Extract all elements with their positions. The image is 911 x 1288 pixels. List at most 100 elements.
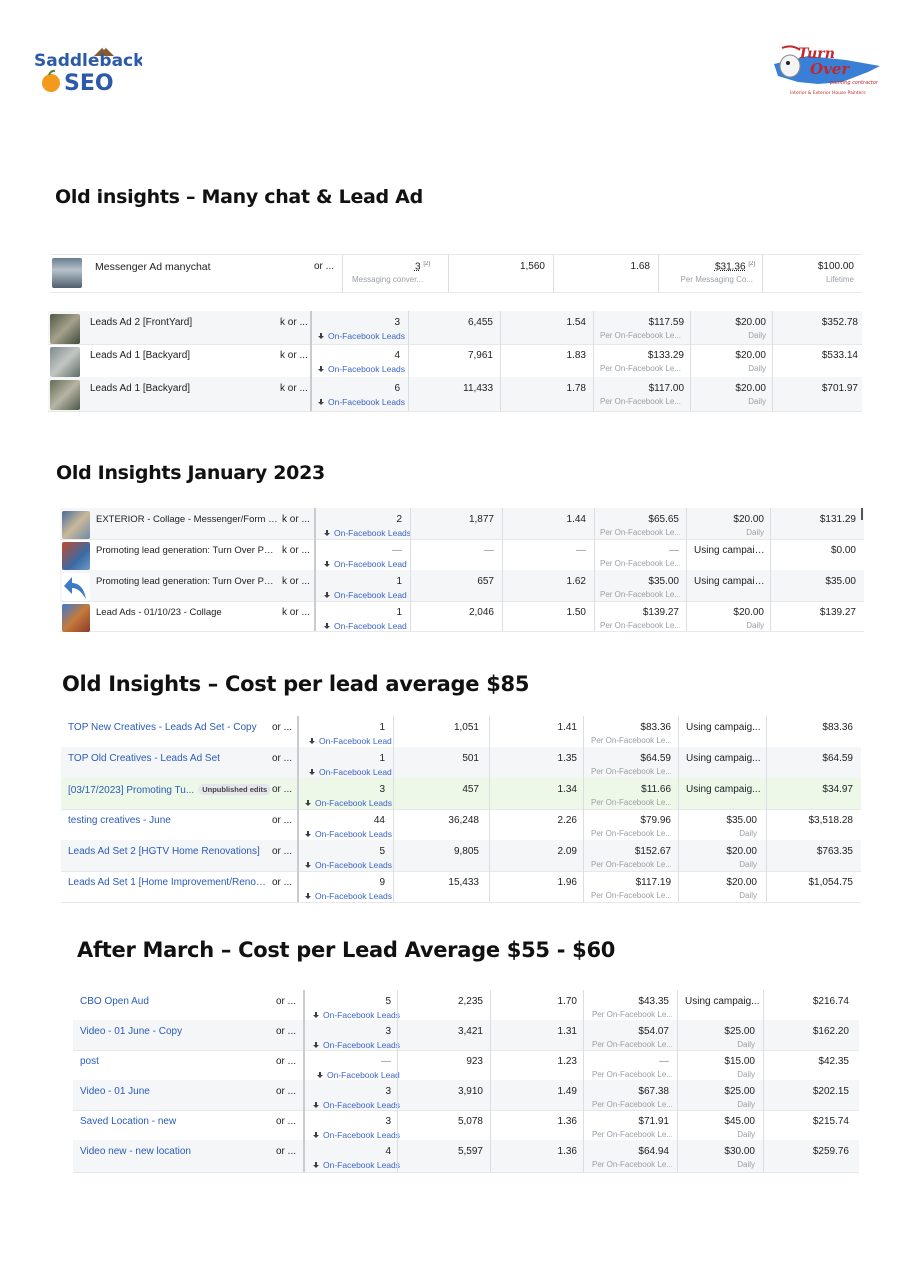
reach-value: 2,235 — [457, 996, 483, 1007]
result-type: On-Facebook Lead — [324, 621, 407, 631]
column-divider — [770, 539, 771, 570]
table-row[interactable]: CBO Open Aud or ... 5 On-Facebook Leads … — [73, 990, 859, 1021]
logo-text-saddleback: Saddleback — [34, 51, 142, 71]
cost-footnote: [2] — [748, 261, 755, 267]
adset-name-link[interactable]: Video new - new location — [80, 1146, 191, 1157]
table-row[interactable]: Leads Ad Set 1 [Home Improvement/Renovat… — [61, 871, 861, 903]
adset-name-link[interactable]: Video - 01 June - Copy — [80, 1026, 183, 1037]
column-divider — [763, 1140, 764, 1172]
table-row[interactable]: Promoting lead generation: Turn Over Pai… — [60, 539, 864, 571]
table-row[interactable]: Messenger Ad manychat or ... 3 [2] Messa… — [50, 255, 862, 293]
frequency-value: 1.50 — [566, 607, 586, 618]
table-row[interactable]: Video - 01 June - Copy or ... 3 On-Faceb… — [73, 1020, 859, 1051]
results-value: 1 — [379, 722, 385, 733]
column-divider — [583, 1110, 584, 1140]
adset-name-link[interactable]: Video - 01 June — [80, 1086, 150, 1097]
adset-name-link[interactable]: Saved Location - new — [80, 1116, 177, 1127]
column-divider — [690, 311, 691, 344]
budget-value: $20.00 — [733, 514, 764, 525]
table-row[interactable]: Leads Ad Set 2 [HGTV Home Renovations] o… — [61, 840, 861, 872]
adset-name-link[interactable]: post — [80, 1056, 99, 1067]
column-divider — [297, 840, 299, 871]
budget-value: $20.00 — [735, 350, 766, 361]
budget-value: $25.00 — [724, 1086, 755, 1097]
table-row[interactable]: Video - 01 June or ... 3 On-Facebook Lea… — [73, 1080, 859, 1111]
table-row[interactable]: post or ... — On-Facebook Lead 923 1.23 … — [73, 1050, 859, 1081]
results-value: 3 — [385, 1116, 391, 1127]
ad-name[interactable]: Promoting lead generation: Turn Over Pai… — [96, 576, 278, 587]
ad-name[interactable]: Leads Ad 1 [Backyard] — [90, 350, 191, 361]
heading-after-march: After March – Cost per Lead Average $55 … — [77, 938, 616, 962]
ad-name[interactable]: Leads Ad 2 [FrontYard] — [90, 317, 193, 328]
column-divider — [762, 255, 763, 292]
column-divider — [583, 747, 584, 778]
logo-text-turn: Turn — [798, 46, 835, 62]
adset-name-link[interactable]: [03/17/2023] Promoting Tu... — [68, 785, 195, 796]
spent-value: $0.00 — [830, 545, 856, 556]
reach-value: 923 — [466, 1056, 483, 1067]
table-row[interactable]: Saved Location - new or ... 3 On-Faceboo… — [73, 1110, 859, 1141]
table-row[interactable]: TOP New Creatives - Leads Ad Set - Copy … — [61, 716, 861, 748]
budget-sub: Daily — [737, 1130, 755, 1139]
column-divider — [393, 778, 394, 809]
result-type-label: On-Facebook Lead — [319, 767, 392, 777]
result-type-label: On-Facebook Lead — [327, 1070, 400, 1080]
column-divider — [583, 809, 584, 840]
table-row[interactable]: Leads Ad 2 [FrontYard] k or ... 3 On-Fac… — [48, 311, 862, 345]
table-row[interactable]: EXTERIOR - Collage - Messenger/Form - 01… — [60, 508, 864, 540]
budget-value: Using campaig... — [686, 753, 761, 764]
table-row[interactable]: [03/17/2023] Promoting Tu... Unpublished … — [61, 778, 861, 810]
column-divider — [448, 255, 449, 292]
adset-name-link[interactable]: TOP New Creatives - Leads Ad Set - Copy — [68, 722, 257, 733]
ad-name[interactable]: Lead Ads - 01/10/23 - Collage — [96, 607, 222, 618]
spent-value: $216.74 — [812, 996, 849, 1007]
column-divider — [583, 778, 584, 809]
spent-value: $64.59 — [822, 753, 853, 764]
table-row[interactable]: Lead Ads - 01/10/23 - Collage k or ... 1… — [60, 601, 864, 632]
reach-value: 5,597 — [457, 1146, 483, 1157]
column-divider — [677, 1080, 678, 1110]
ad-name[interactable]: Messenger Ad manychat — [95, 261, 211, 273]
turn-over-painting-logo: Turn Over painting contractor Interior &… — [768, 42, 886, 98]
cost-sub: Per On-Facebook Le... — [592, 1040, 672, 1049]
adset-name-link[interactable]: TOP Old Creatives - Leads Ad Set — [68, 753, 220, 764]
download-icon — [309, 769, 315, 776]
heading-old-insights-january: Old Insights January 2023 — [56, 462, 325, 484]
column-divider — [297, 809, 299, 840]
delivery-status: or ... — [276, 1116, 297, 1127]
result-type: On-Facebook Leads — [313, 1010, 400, 1020]
reach-value: 1,877 — [468, 514, 494, 525]
reach-value: 657 — [477, 576, 494, 587]
table-row[interactable]: Leads Ad 1 [Backyard] k or ... 4 On-Face… — [48, 344, 862, 378]
table-row[interactable]: Leads Ad 1 [Backyard] k or ... 6 On-Face… — [48, 377, 862, 412]
table-row[interactable]: TOP Old Creatives - Leads Ad Set or ... … — [61, 747, 861, 779]
adset-name-link[interactable]: Leads Ad Set 2 [HGTV Home Renovations] — [68, 846, 260, 857]
table-row[interactable]: Video new - new location or ... 4 On-Fac… — [73, 1140, 859, 1173]
budget-value: $25.00 — [724, 1026, 755, 1037]
result-type: On-Facebook Leads — [305, 891, 392, 901]
column-divider — [303, 1080, 305, 1110]
table-row[interactable]: testing creatives - June or ... 44 On-Fa… — [61, 809, 861, 841]
column-divider — [397, 1110, 398, 1140]
adset-name-link[interactable]: CBO Open Aud — [80, 996, 149, 1007]
cost-value: $71.91 — [638, 1116, 669, 1127]
column-divider — [763, 990, 764, 1020]
reach-value: 1,560 — [519, 261, 545, 272]
column-divider — [583, 1080, 584, 1110]
column-divider — [408, 344, 409, 377]
ad-name[interactable]: EXTERIOR - Collage - Messenger/Form - 01… — [96, 514, 278, 525]
after-march-table: CBO Open Aud or ... 5 On-Facebook Leads … — [73, 990, 859, 1174]
cost-value: $43.35 — [638, 996, 669, 1007]
heading-old-insights-manychat: Old insights – Many chat & Lead Ad — [55, 186, 423, 208]
download-icon — [324, 530, 330, 537]
frequency-value: 1.36 — [557, 1116, 577, 1127]
ad-name[interactable]: Leads Ad 1 [Backyard] — [90, 383, 191, 394]
table-row[interactable]: Promoting lead generation: Turn Over Pai… — [60, 570, 864, 602]
reach-value: 9,805 — [453, 846, 479, 857]
adset-name-link[interactable]: testing creatives - June — [68, 815, 171, 826]
results-value: 1 — [379, 753, 385, 764]
spent-value: $3,518.28 — [808, 815, 854, 826]
ad-name[interactable]: Promoting lead generation: Turn Over Pai… — [96, 545, 278, 556]
cost-value: — — [669, 545, 679, 556]
adset-name-link[interactable]: Leads Ad Set 1 [Home Improvement/Renovat… — [68, 877, 268, 888]
